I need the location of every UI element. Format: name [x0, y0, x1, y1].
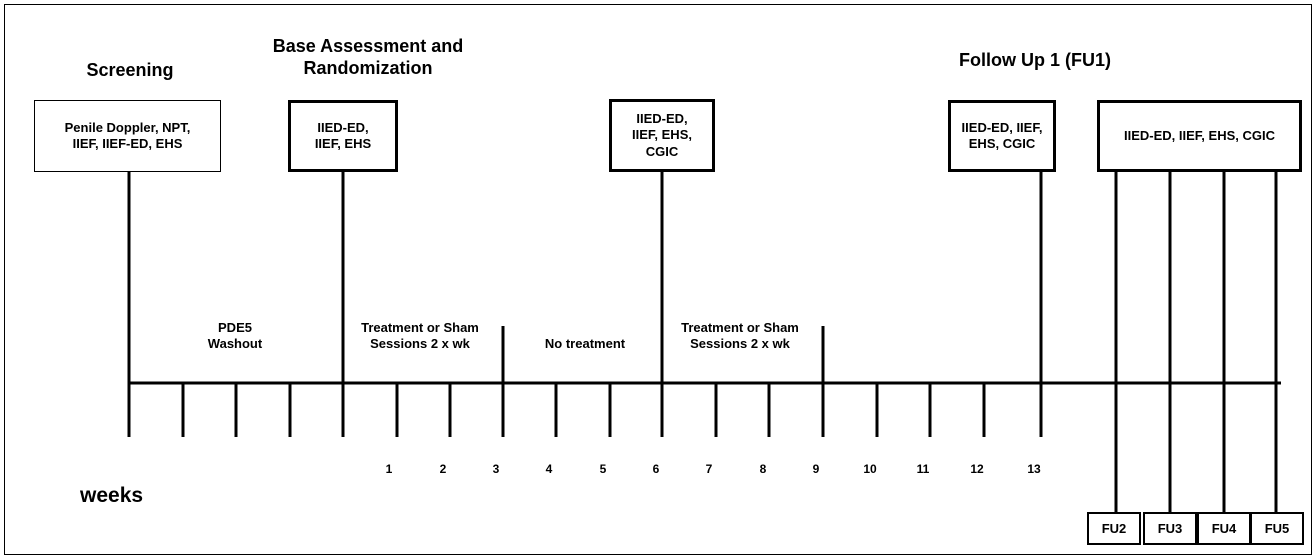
week-label: 3: [492, 462, 500, 476]
header-screening: Screening: [86, 60, 174, 80]
phase-treatment-2: Treatment or Sham Sessions 2 x wk: [681, 320, 799, 351]
week6-assessment-box: IIED-ED, IIEF, EHS, CGIC: [609, 99, 715, 172]
week-label: 8: [759, 462, 767, 476]
phase-washout: PDE5 Washout: [207, 320, 263, 351]
followup-box-fu4: FU4: [1197, 512, 1251, 545]
phase-treatment-1: Treatment or Sham Sessions 2 x wk: [361, 320, 479, 351]
week-label: 5: [599, 462, 607, 476]
followup-box-fu2: FU2: [1087, 512, 1141, 545]
week-label: 7: [705, 462, 713, 476]
box-connectors: [127, 172, 1043, 383]
followup-box-fu5: FU5: [1250, 512, 1304, 545]
week-label: 9: [812, 462, 820, 476]
week-label: 6: [652, 462, 660, 476]
phase-dividers: [501, 326, 825, 383]
base-assessment-box: IIED-ED, IIEF, EHS: [288, 100, 398, 172]
week-label: 4: [545, 462, 553, 476]
week-label: 11: [916, 462, 930, 476]
header-follow-up: Follow Up 1 (FU1): [959, 50, 1111, 70]
week-ticks: [127, 383, 1043, 437]
week13-assessment-box: IIED-ED, IIEF, EHS, CGIC: [948, 100, 1056, 172]
followup-assessment-box: IIED-ED, IIEF, EHS, CGIC: [1097, 100, 1302, 172]
phase-no-treatment: No treatment: [544, 336, 626, 351]
screening-box: Penile Doppler, NPT, IIEF, IIEF-ED, EHS: [34, 100, 221, 172]
week-label: 2: [439, 462, 447, 476]
followup-box-fu3: FU3: [1143, 512, 1197, 545]
diagram-frame: [4, 4, 1312, 555]
week-label: 1: [385, 462, 393, 476]
axis-label-weeks: weeks: [80, 484, 144, 507]
followup-connectors: [1114, 172, 1278, 512]
week-label: 13: [1027, 462, 1041, 476]
week-label: 12: [970, 462, 984, 476]
week-label: 10: [863, 462, 877, 476]
header-base-assessment: Base Assessment and Randomization: [272, 36, 464, 78]
